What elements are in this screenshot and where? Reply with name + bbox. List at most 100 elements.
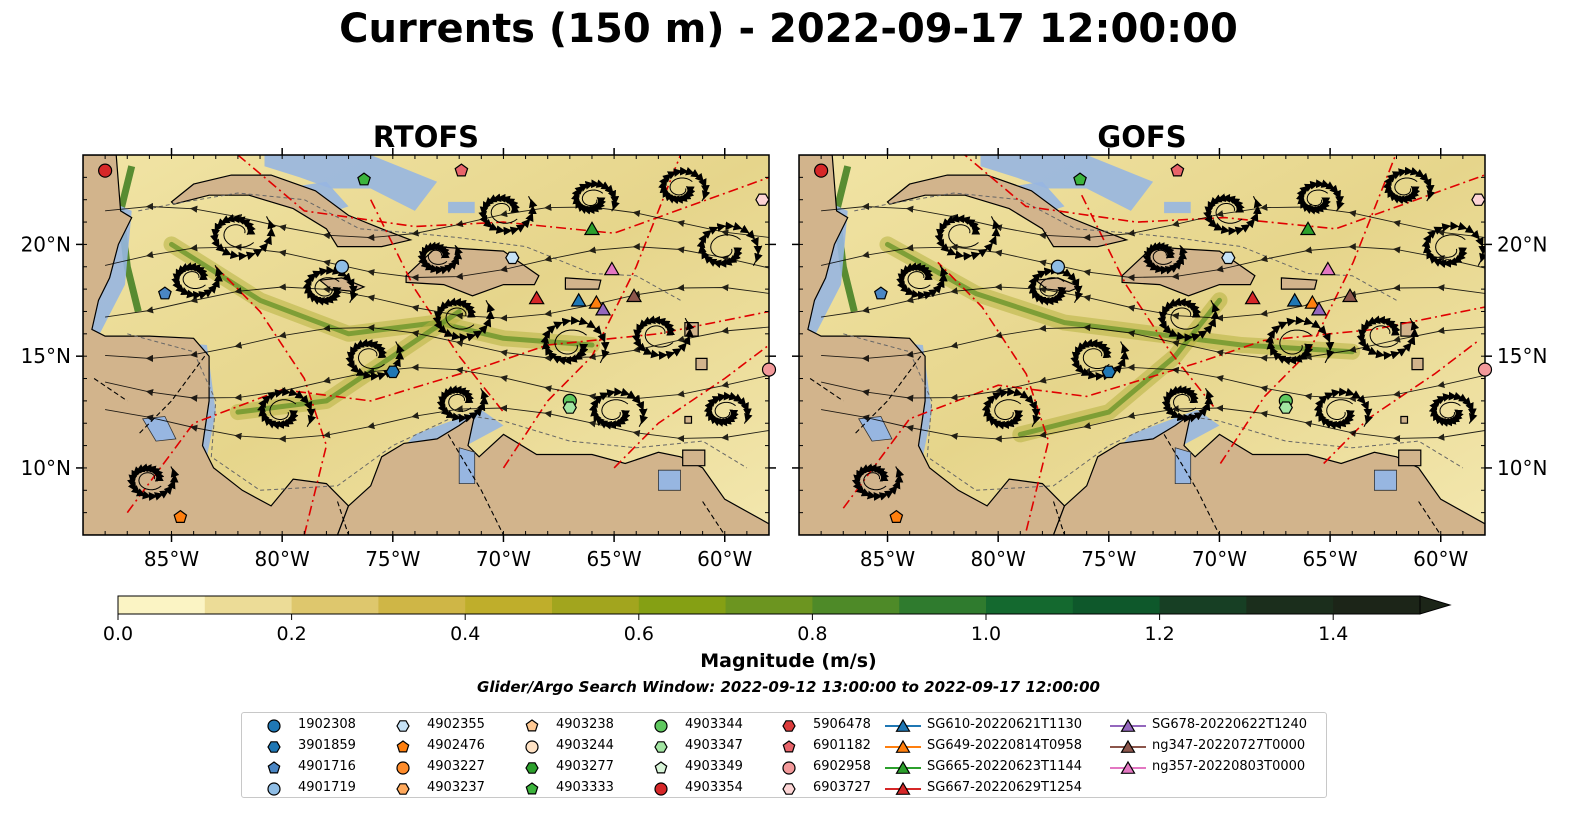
legend-symbol [782, 783, 796, 795]
legend-symbol [1120, 718, 1136, 732]
legend-marker [267, 741, 281, 753]
platform-marker-4903354 [98, 163, 113, 178]
colorbar-label: Magnitude (m/s) [700, 650, 877, 672]
colorbar-segment [465, 596, 553, 614]
legend-marker [267, 782, 281, 796]
colorbar: 0.0 0.2 0.4 0.6 0.8 1.0 1.2 1.4 [103, 595, 1452, 645]
platform-marker-SG610-20220621T1130 [570, 292, 587, 307]
legend-label: 4903237 [427, 780, 485, 795]
legend-marker [525, 719, 539, 732]
legend-label: SG610-20220621T1130 [927, 717, 1083, 732]
map-frame [82, 154, 770, 536]
lon-tick-label: 65°W [586, 547, 641, 571]
country-border [1163, 434, 1220, 535]
streamline [669, 177, 693, 196]
legend-symbol [895, 781, 911, 795]
lon-tick-label: 70°W [476, 547, 531, 571]
legend-symbol [525, 762, 539, 774]
legend-symbol [396, 783, 410, 795]
legend-symbol [654, 741, 668, 753]
legend-symbol [1120, 760, 1136, 774]
legend-symbol [895, 739, 911, 753]
legend-label: SG667-20220629T1254 [927, 780, 1083, 795]
legend-marker [525, 740, 539, 754]
legend-marker [782, 740, 796, 753]
legend-symbol [396, 740, 410, 753]
land-area [1280, 277, 1318, 290]
legend-marker [1110, 760, 1146, 774]
platform-marker-4902355 [505, 251, 520, 265]
colorbar-segment [812, 596, 900, 614]
lat-tick-label: 10°N [1497, 456, 1547, 480]
land-area [1400, 415, 1409, 424]
platform-marker-4903333 [1073, 172, 1087, 186]
legend-label: 6901182 [813, 738, 871, 753]
shelf-area [1164, 201, 1191, 214]
colorbar-tick-label: 1.0 [971, 623, 1001, 645]
platform-legend: 1902308 3901859 4901716 4901719 4902355 49024… [241, 712, 1327, 798]
legend-symbol [782, 740, 796, 753]
legend-marker [1110, 739, 1146, 753]
land-area [684, 322, 699, 337]
streamline [821, 404, 1485, 443]
lat-tick-label: 15°N [1497, 344, 1547, 368]
lon-tick-label: 75°W [365, 547, 420, 571]
legend-marker [654, 741, 668, 753]
platform-marker-SG678-20220622T1240 [1310, 301, 1328, 316]
legend-label: 5906478 [813, 717, 871, 732]
lon-tick-label: 70°W [1192, 547, 1247, 571]
legend-label: 4903227 [427, 759, 485, 774]
platform-marker-4901719 [334, 259, 350, 274]
country-border [93, 378, 128, 402]
lon-tick-label: 60°W [1413, 547, 1468, 571]
platform-marker-3901859 [1101, 365, 1116, 379]
map-panel-rtofs [83, 155, 769, 535]
platform-marker-ng347-20220727T0000 [1341, 288, 1359, 303]
legend-symbol [267, 782, 281, 796]
platform-marker-ng357-20220803T0000 [603, 261, 620, 276]
legend-marker [885, 718, 921, 732]
streamline [104, 243, 769, 282]
country-border [1052, 501, 1066, 535]
legend-marker [782, 783, 796, 795]
legend-symbol [267, 741, 281, 753]
platform-marker-4902476 [173, 509, 188, 524]
legend-label: ng357-20220803T0000 [1152, 759, 1306, 774]
shelf-area [980, 155, 1154, 211]
platform-marker-4901716 [157, 286, 172, 300]
land-area [1411, 357, 1424, 371]
legend-marker [396, 783, 410, 795]
colorbar-tick-label: 0.2 [276, 623, 306, 645]
legend-marker [654, 761, 668, 774]
legend-label: 3901859 [298, 738, 356, 753]
streamline [1394, 177, 1418, 196]
streamline [820, 243, 1485, 282]
lat-tick-label: 20°N [1497, 232, 1547, 256]
legend-symbol [525, 782, 539, 795]
land-area [682, 449, 706, 467]
platform-marker-SG665-20220623T1144 [1299, 221, 1317, 236]
country-border [336, 501, 350, 535]
legend-label: 4902476 [427, 738, 485, 753]
legend-label: ng347-20220727T0000 [1152, 738, 1306, 753]
legend-symbol [267, 761, 281, 774]
colorbar-tick-label: 0.0 [103, 623, 133, 645]
colorbar-segment [638, 596, 727, 614]
platform-marker-4901716 [873, 286, 888, 300]
land-area [1400, 322, 1415, 337]
legend-marker [396, 720, 410, 732]
legend-symbol [396, 761, 410, 775]
legend-label: 4903347 [685, 738, 743, 753]
lon-tick-label: 75°W [1081, 547, 1136, 571]
legend-marker [267, 761, 281, 774]
figure-title: Currents (150 m) - 2022-09-17 12:00:00 [339, 6, 1238, 52]
legend-symbol [654, 782, 668, 796]
platform-marker-6901182 [1170, 163, 1185, 177]
colorbar-segment [118, 596, 206, 614]
streamline [105, 283, 769, 322]
legend-symbol [267, 719, 281, 733]
legend-marker [1110, 718, 1146, 732]
platform-marker-ng347-20220727T0000 [625, 288, 643, 303]
land-area [684, 415, 693, 424]
legend-marker [782, 761, 796, 775]
